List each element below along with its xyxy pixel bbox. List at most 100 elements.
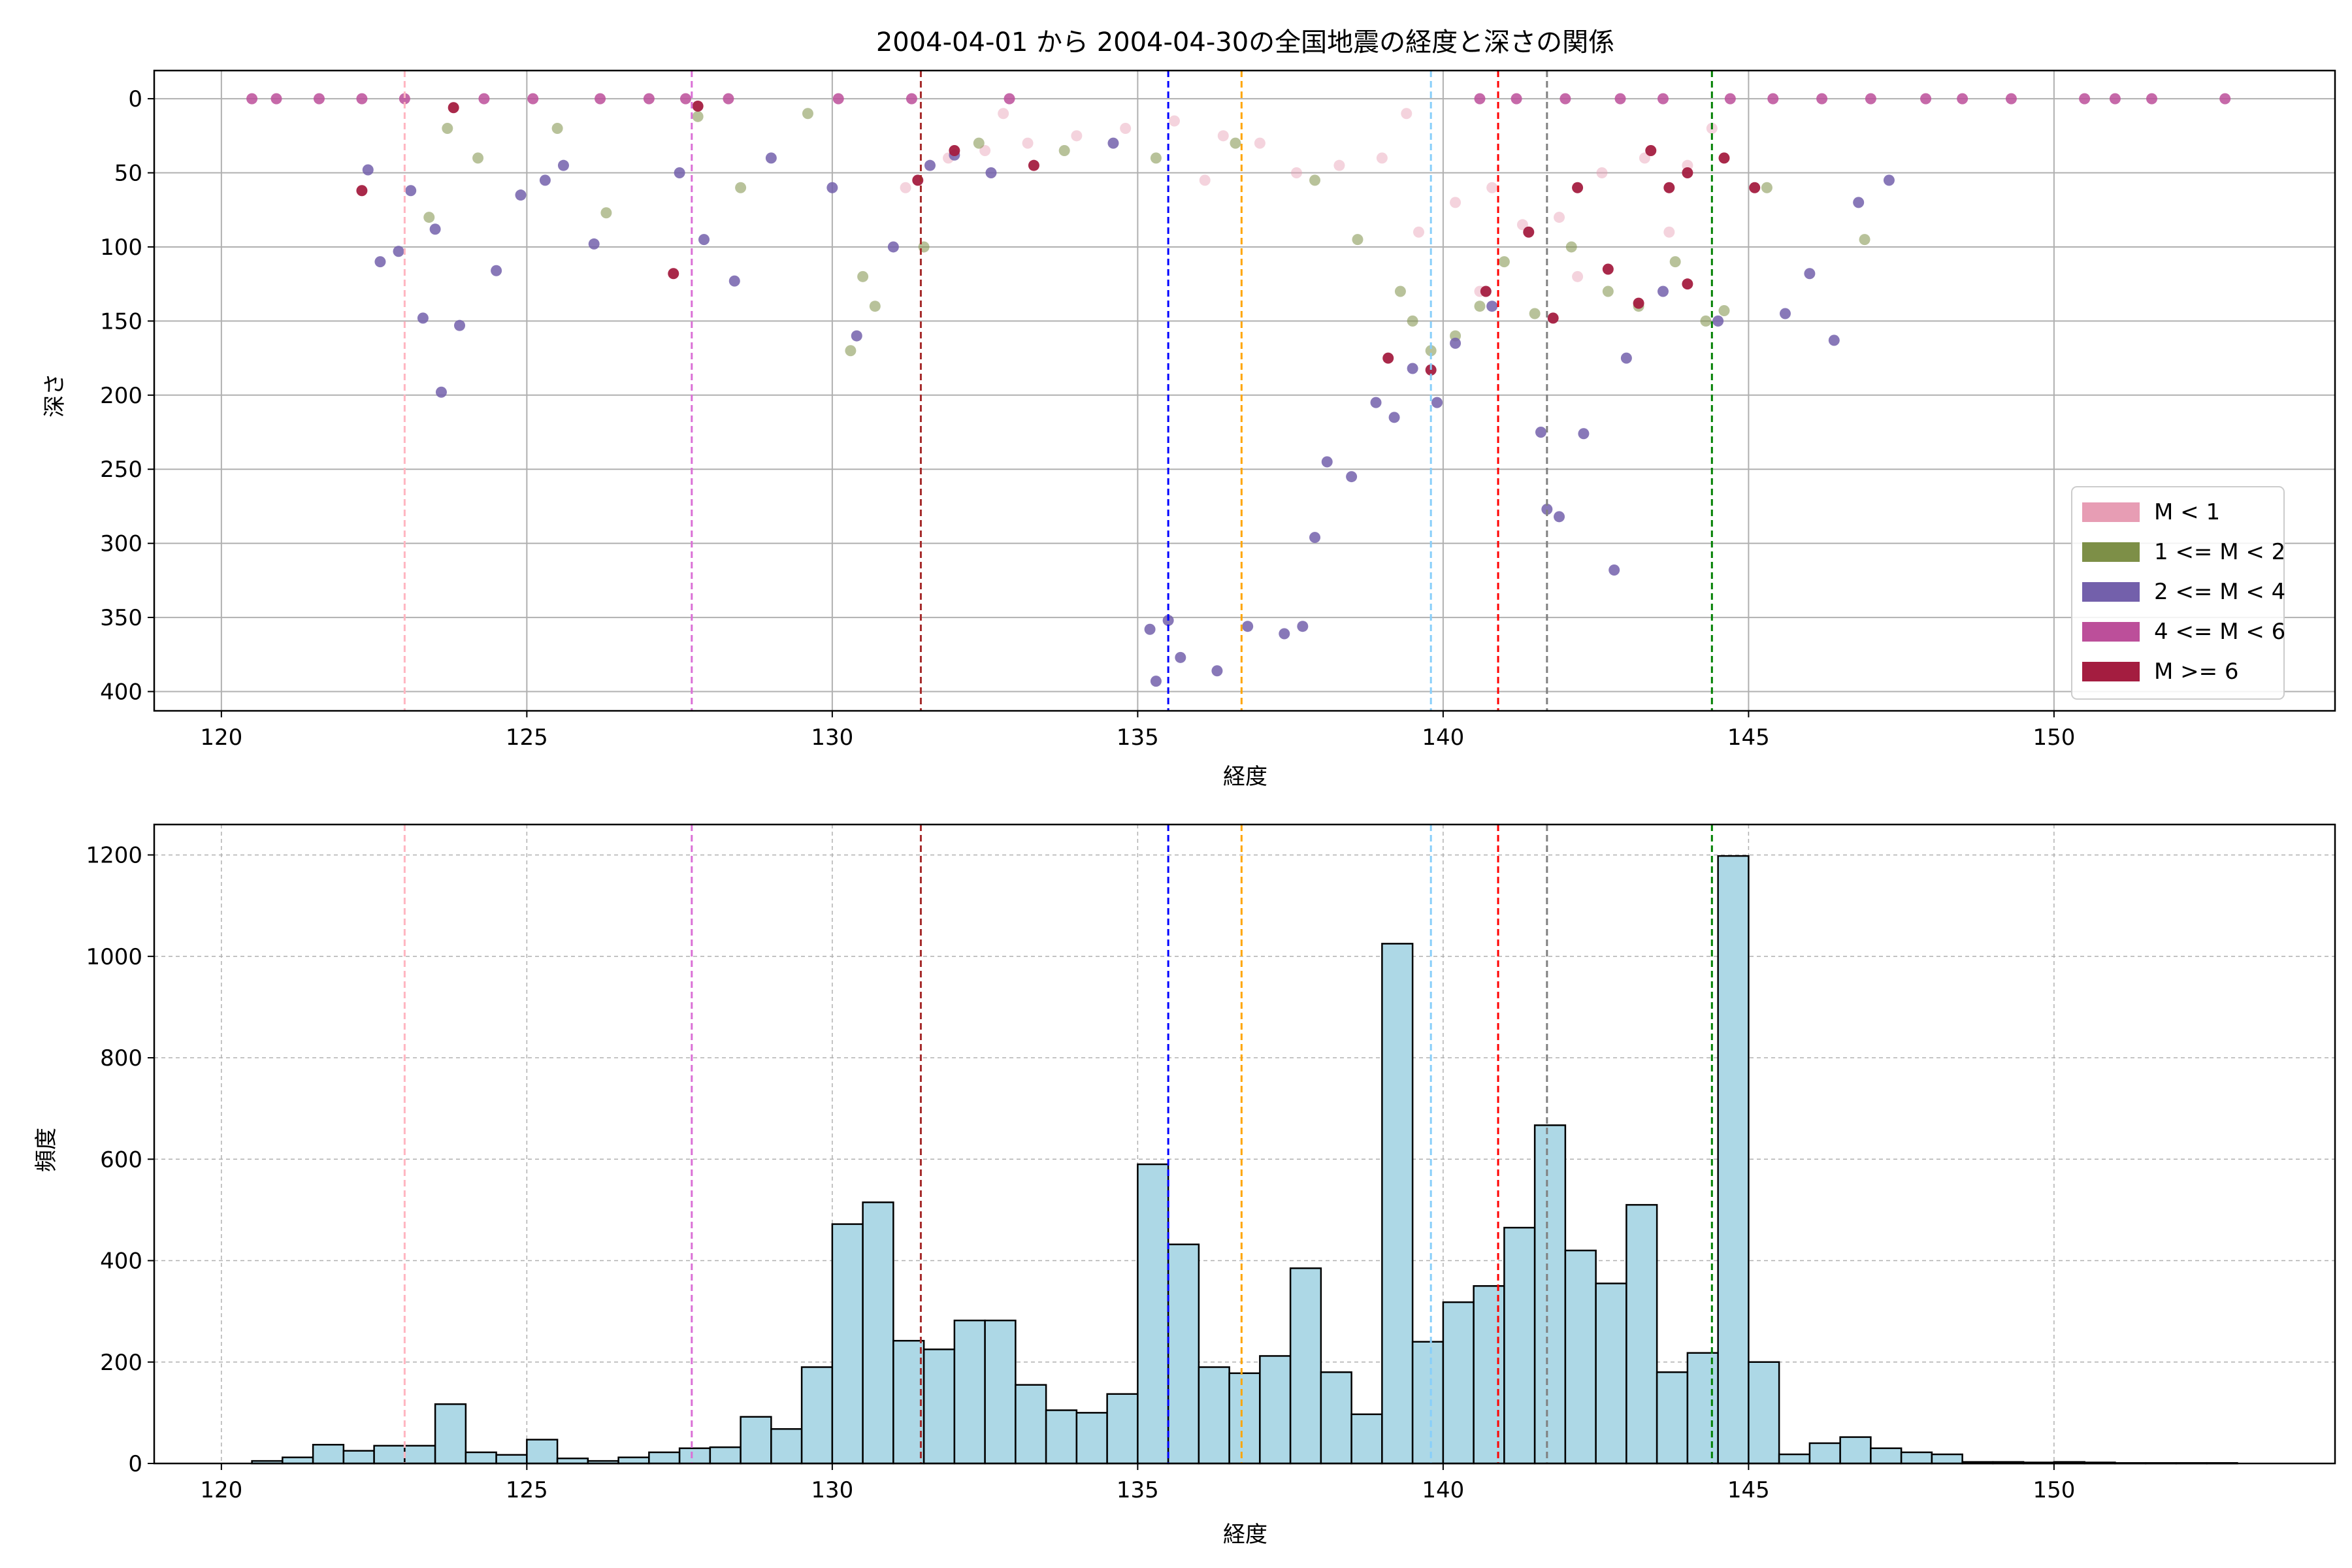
scatter-point (1853, 197, 1865, 208)
scatter-point (1883, 174, 1895, 186)
scatter-panel: 120 125 130 135 140 145 150 0 50 100 150 200 250 300 3… (42, 69, 2336, 790)
scatter-point (1407, 315, 1418, 327)
scatter-point (1523, 226, 1535, 238)
scatter-point (1816, 93, 1828, 105)
histogram-y-tick-label: 0 (128, 1451, 142, 1477)
scatter-point (362, 164, 374, 176)
scatter-point (2146, 93, 2157, 105)
scatter-point (826, 182, 838, 193)
scatter-point (448, 102, 459, 114)
scatter-point (1700, 315, 1712, 327)
scatter-point (1572, 270, 1584, 282)
histogram-bar (1564, 1249, 1597, 1465)
scatter-point (1376, 152, 1388, 164)
scatter-point (1290, 167, 1302, 179)
scatter-point (1150, 676, 1162, 687)
histogram-y-tick-label: 200 (100, 1350, 142, 1376)
scatter-point (442, 122, 453, 134)
scatter-point (692, 100, 704, 112)
scatter-point (423, 212, 435, 223)
histogram-x-tick-label: 130 (811, 1477, 853, 1503)
scatter-point (973, 137, 985, 149)
scatter-point (429, 223, 441, 235)
histogram-bar (1075, 1412, 1108, 1465)
scatter-point (1309, 532, 1321, 544)
scatter-point (405, 185, 417, 197)
scatter-points (246, 93, 2231, 687)
histogram-bar (1473, 1285, 1505, 1465)
scatter-point (515, 189, 527, 201)
scatter-x-tick-label: 145 (1727, 725, 1770, 751)
scatter-point (1560, 93, 1571, 105)
scatter-point (1333, 159, 1345, 171)
scatter-series-2 (423, 108, 1870, 357)
scatter-point (1346, 471, 1358, 483)
scatter-point (1682, 278, 1693, 290)
scatter-point (1633, 297, 1644, 309)
scatter-point (1535, 427, 1546, 438)
histogram-y-tick-label: 1200 (86, 843, 142, 869)
histogram-bar (923, 1348, 956, 1465)
scatter-point (1541, 503, 1553, 515)
histogram-x-label: 経度 (1223, 1522, 1267, 1548)
histogram-x-tick-label: 145 (1727, 1477, 1770, 1503)
scatter-point (472, 152, 484, 164)
scatter-point (924, 159, 936, 171)
legend-label: 1 <= M < 2 (2154, 539, 2285, 565)
scatter-point (1663, 226, 1675, 238)
scatter-point (1718, 305, 1730, 316)
histogram-bar (1503, 1226, 1536, 1465)
scatter-point (1217, 130, 1229, 142)
scatter-point (845, 345, 857, 357)
scatter-point (1767, 93, 1779, 105)
histogram-bar (862, 1201, 894, 1465)
scatter-point (1859, 234, 1870, 246)
scatter-point (1431, 397, 1443, 408)
histogram-bar (617, 1456, 650, 1465)
scatter-point (1058, 145, 1070, 156)
scatter-x-tick-label: 140 (1422, 725, 1464, 751)
scatter-x-tick-label: 150 (2033, 725, 2075, 751)
scatter-point (1498, 256, 1510, 268)
scatter-point (1450, 197, 1462, 208)
scatter-point (1712, 315, 1724, 327)
scatter-x-tick-label: 125 (506, 725, 548, 751)
histogram-bar (678, 1447, 711, 1465)
scatter-grid (154, 71, 2335, 711)
histogram-bar (709, 1446, 742, 1465)
scatter-point (1107, 137, 1119, 149)
scatter-point (246, 93, 258, 105)
scatter-y-tick-label: 350 (100, 605, 142, 631)
scatter-point (1657, 93, 1669, 105)
scatter-point (1669, 256, 1681, 268)
scatter-series-3 (362, 137, 1895, 687)
scatter-point (643, 93, 655, 105)
scatter-point (985, 167, 997, 179)
scatter-point (1609, 564, 1620, 576)
histogram-bar (526, 1439, 559, 1465)
histogram-bar (1350, 1413, 1383, 1465)
scatter-point (2109, 93, 2121, 105)
scatter-point (600, 207, 612, 219)
scatter-point (906, 93, 917, 105)
histogram-y-tick-label: 800 (100, 1045, 142, 1071)
histogram-bar (465, 1451, 497, 1465)
histogram-bar (1778, 1453, 1811, 1465)
scatter-point (1529, 308, 1541, 319)
histogram-x-tick-label: 140 (1422, 1477, 1464, 1503)
histogram-x-tick-label: 120 (200, 1477, 242, 1503)
scatter-point (595, 93, 606, 105)
histogram-x-tick-label: 135 (1117, 1477, 1159, 1503)
scatter-point (692, 110, 704, 122)
histogram-bar (1137, 1163, 1169, 1465)
scatter-point (1724, 93, 1736, 105)
legend-swatch (2082, 622, 2140, 642)
histogram-ticks: 120 125 130 135 140 145 150 0 200 400 600 800 1000 12… (86, 843, 2075, 1503)
scatter-point (1486, 301, 1498, 312)
histogram-bar (404, 1445, 436, 1465)
scatter-point (1168, 115, 1180, 127)
histogram-bar (800, 1366, 834, 1465)
scatter-point (1761, 182, 1772, 193)
scatter-point (313, 93, 325, 105)
histogram-bar (1320, 1371, 1352, 1465)
